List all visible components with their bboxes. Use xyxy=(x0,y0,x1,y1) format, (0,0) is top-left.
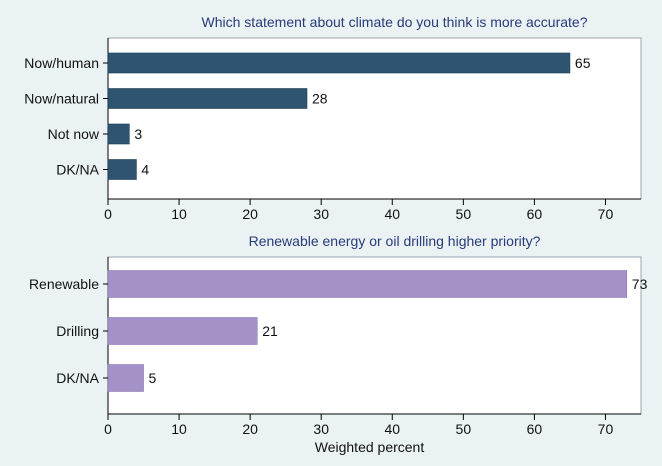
y-tick-label: Drilling xyxy=(56,323,99,339)
bar xyxy=(107,364,144,392)
data-label: 21 xyxy=(262,323,278,339)
x-tick-label: 70 xyxy=(598,206,614,222)
x-tick-label: 30 xyxy=(313,421,329,437)
bar xyxy=(107,123,130,145)
x-tick-label: 10 xyxy=(171,421,187,437)
x-tick-label: 70 xyxy=(598,421,614,437)
data-label: 65 xyxy=(575,55,591,71)
x-tick-label: 40 xyxy=(384,206,400,222)
x-tick-label: 20 xyxy=(242,206,258,222)
y-tick-label: Now/natural xyxy=(24,91,99,107)
bar xyxy=(107,159,137,180)
x-axis-title: Weighted percent xyxy=(315,439,425,455)
x-tick-label: 0 xyxy=(104,206,112,222)
x-tick-label: 50 xyxy=(456,206,472,222)
data-label: 5 xyxy=(149,370,157,386)
x-tick-label: 60 xyxy=(527,206,543,222)
x-tick-label: 50 xyxy=(456,421,472,437)
x-tick-label: 20 xyxy=(242,421,258,437)
y-tick-label: Renewable xyxy=(29,276,99,292)
x-tick-label: 10 xyxy=(171,206,187,222)
data-label: 3 xyxy=(134,126,142,142)
x-tick-label: 40 xyxy=(384,421,400,437)
bar xyxy=(107,88,308,109)
y-tick-label: DK/NA xyxy=(56,370,99,386)
chart-title: Renewable energy or oil drilling higher … xyxy=(249,233,541,249)
data-label: 73 xyxy=(632,276,648,292)
x-tick-label: 0 xyxy=(104,421,112,437)
bar xyxy=(107,270,628,298)
bar xyxy=(107,317,258,345)
y-tick-label: Now/human xyxy=(24,55,99,71)
x-tick-label: 60 xyxy=(527,421,543,437)
data-label: 28 xyxy=(312,91,328,107)
data-label: 4 xyxy=(141,162,149,178)
y-tick-label: Not now xyxy=(48,126,100,142)
y-tick-label: DK/NA xyxy=(56,162,99,178)
chart-title: Which statement about climate do you thi… xyxy=(202,14,588,30)
x-tick-label: 30 xyxy=(313,206,329,222)
bar xyxy=(107,52,571,74)
